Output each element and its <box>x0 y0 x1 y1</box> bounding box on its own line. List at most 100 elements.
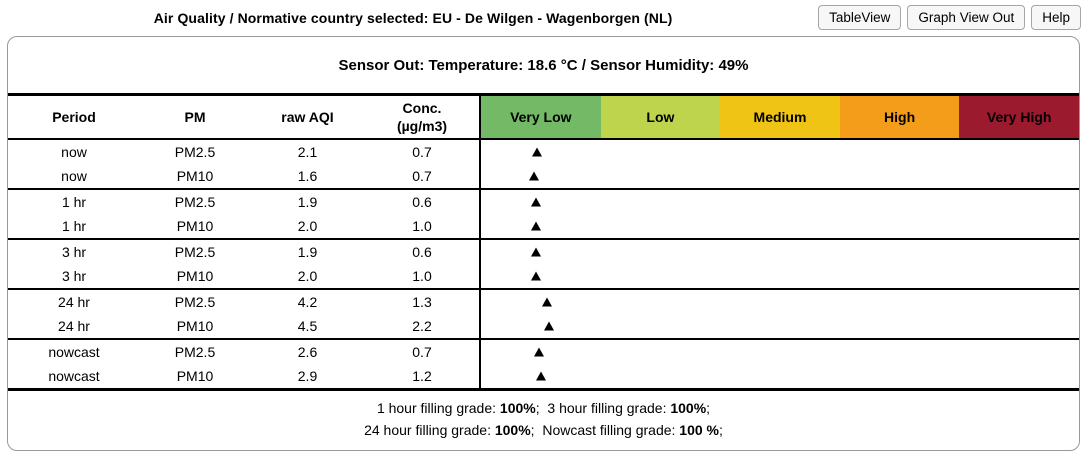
pm-cell: PM2.5 <box>174 344 216 360</box>
filling-grade-text: 24 hour filling grade: <box>364 422 495 438</box>
table-row: 1 hr PM10 2.0 1.0 <box>8 214 1079 238</box>
period-cell: now <box>61 144 87 160</box>
table-row: 3 hr PM10 2.0 1.0 <box>8 264 1079 288</box>
conc-label: Conc. <box>402 99 442 116</box>
conc-cell: 1.2 <box>412 368 432 384</box>
period-cell: 24 hr <box>58 318 90 334</box>
pm-cell: PM10 <box>176 168 214 184</box>
aqi-scale-track <box>479 164 1079 188</box>
aqi-marker-triangle-icon <box>530 247 541 257</box>
raw-aqi-cell: 1.9 <box>297 194 318 210</box>
air-quality-app: Air Quality / Normative country selected… <box>0 0 1089 451</box>
titlebar-buttons: TableView Graph View Out Help <box>818 5 1081 30</box>
filling-grade-text: ; Nowcast filling grade: <box>530 422 680 438</box>
table-row: nowcast PM2.5 2.6 0.7 <box>8 340 1079 364</box>
filling-grade-value: 100% <box>670 400 707 416</box>
aqi-marker-triangle-icon <box>542 297 552 307</box>
period-cell: now <box>61 168 87 184</box>
filling-grade-text: ; <box>706 400 711 416</box>
sensor-status: Sensor Out: Temperature: 18.6 °C / Senso… <box>338 56 749 74</box>
aqi-marker-triangle-icon <box>530 197 541 207</box>
raw-aqi-cell: 2.0 <box>297 268 318 284</box>
filling-grade-line-1: 1 hour filling grade: 100%; 3 hour filli… <box>8 397 1079 419</box>
table-row: now PM2.5 2.1 0.7 <box>8 140 1079 164</box>
pm-cell: PM2.5 <box>174 144 216 160</box>
filling-grade-text: ; 3 hour filling grade: <box>535 400 671 416</box>
pm-cell: PM2.5 <box>174 244 216 260</box>
aqi-scale-track <box>479 290 1079 314</box>
conc-cell: 0.7 <box>412 344 432 360</box>
period-group: nowcast PM2.5 2.6 0.7 nowcast PM10 2.9 1.2 <box>8 340 1079 388</box>
table-header-row: Period PM raw AQI Conc. (µg/m3) Very Low… <box>8 93 1079 140</box>
conc-cell: 0.6 <box>412 194 432 210</box>
aqi-scale-track <box>479 264 1079 288</box>
table-row: 24 hr PM10 4.5 2.2 <box>8 314 1079 338</box>
graph-view-out-button[interactable]: Graph View Out <box>907 5 1026 30</box>
aqi-marker-triangle-icon <box>531 221 541 231</box>
scale-header-medium: Medium <box>720 96 840 138</box>
scale-header-high: High <box>839 96 960 138</box>
tableview-button[interactable]: TableView <box>818 5 902 30</box>
pm-cell: PM2.5 <box>174 294 216 310</box>
conc-cell: 0.7 <box>412 144 432 160</box>
aqi-scale-track <box>479 240 1079 264</box>
raw-aqi-cell: 4.5 <box>297 318 318 334</box>
aqi-scale-track <box>479 214 1079 238</box>
column-header-pm: PM <box>184 108 206 125</box>
aqi-marker-triangle-icon <box>535 371 546 381</box>
pm-cell: PM2.5 <box>174 194 216 210</box>
table-row: 1 hr PM2.5 1.9 0.6 <box>8 190 1079 214</box>
scale-header-very-low: Very Low <box>481 96 601 138</box>
scale-header-very-high: Very High <box>959 96 1079 138</box>
filling-grade-value: 100 % <box>679 422 719 438</box>
period-cell: 1 hr <box>61 194 87 210</box>
conc-cell: 1.0 <box>412 218 432 234</box>
pm-cell: PM10 <box>176 368 214 384</box>
aqi-scale-track <box>479 364 1079 388</box>
conc-cell: 0.6 <box>412 244 432 260</box>
period-group: now PM2.5 2.1 0.7 now PM10 1.6 0.7 <box>8 140 1079 190</box>
scale-header-low: Low <box>600 96 721 138</box>
conc-cell: 1.0 <box>412 268 432 284</box>
titlebar: Air Quality / Normative country selected… <box>0 0 1089 36</box>
period-cell: nowcast <box>48 344 100 360</box>
period-cell: 3 hr <box>61 244 87 260</box>
column-header-conc: Conc. (µg/m3) <box>365 96 479 138</box>
conc-cell: 1.3 <box>412 294 432 310</box>
table-row: 3 hr PM2.5 1.9 0.6 <box>8 240 1079 264</box>
conc-cell: 0.7 <box>412 168 432 184</box>
period-group: 1 hr PM2.5 1.9 0.6 1 hr PM10 2.0 1.0 <box>8 190 1079 240</box>
aqi-scale-track <box>479 340 1079 364</box>
period-cell: nowcast <box>48 368 100 384</box>
table-row: 24 hr PM2.5 4.2 1.3 <box>8 290 1079 314</box>
aqi-table: Period PM raw AQI Conc. (µg/m3) Very Low… <box>8 93 1079 391</box>
raw-aqi-cell: 2.6 <box>297 344 318 360</box>
conc-cell: 2.2 <box>412 318 432 334</box>
aqi-marker-triangle-icon <box>531 147 542 157</box>
aqi-scale-track <box>479 140 1079 164</box>
conc-unit-label: (µg/m3) <box>396 118 448 134</box>
aqi-scale-track <box>479 190 1079 214</box>
period-cell: 24 hr <box>58 294 90 310</box>
table-row: now PM10 1.6 0.7 <box>8 164 1079 188</box>
filling-grade-text: 1 hour filling grade: <box>376 400 500 416</box>
help-button[interactable]: Help <box>1031 5 1081 30</box>
pm-cell: PM10 <box>176 218 214 234</box>
raw-aqi-cell: 2.9 <box>297 368 318 384</box>
period-cell: 1 hr <box>61 218 87 234</box>
raw-aqi-cell: 2.0 <box>297 218 318 234</box>
pm-cell: PM10 <box>176 268 214 284</box>
period-group: 24 hr PM2.5 4.2 1.3 24 hr PM10 4.5 2.2 <box>8 290 1079 340</box>
aqi-marker-triangle-icon <box>531 271 541 281</box>
sensor-panel: Sensor Out: Temperature: 18.6 °C / Senso… <box>7 36 1080 451</box>
filling-grade-footer: 1 hour filling grade: 100%; 3 hour filli… <box>8 391 1079 450</box>
aqi-marker-triangle-icon <box>534 347 544 357</box>
period-group: 3 hr PM2.5 1.9 0.6 3 hr PM10 2.0 1.0 <box>8 240 1079 290</box>
raw-aqi-cell: 1.6 <box>297 168 318 184</box>
column-header-period: Period <box>52 108 96 125</box>
aqi-marker-triangle-icon <box>543 321 554 331</box>
page-title: Air Quality / Normative country selected… <box>153 9 673 26</box>
filling-grade-value: 100% <box>499 400 536 416</box>
period-cell: 3 hr <box>61 268 87 284</box>
table-body: now PM2.5 2.1 0.7 now PM10 1.6 0.7 1 hr PM2.5 1.9 0… <box>8 140 1079 391</box>
